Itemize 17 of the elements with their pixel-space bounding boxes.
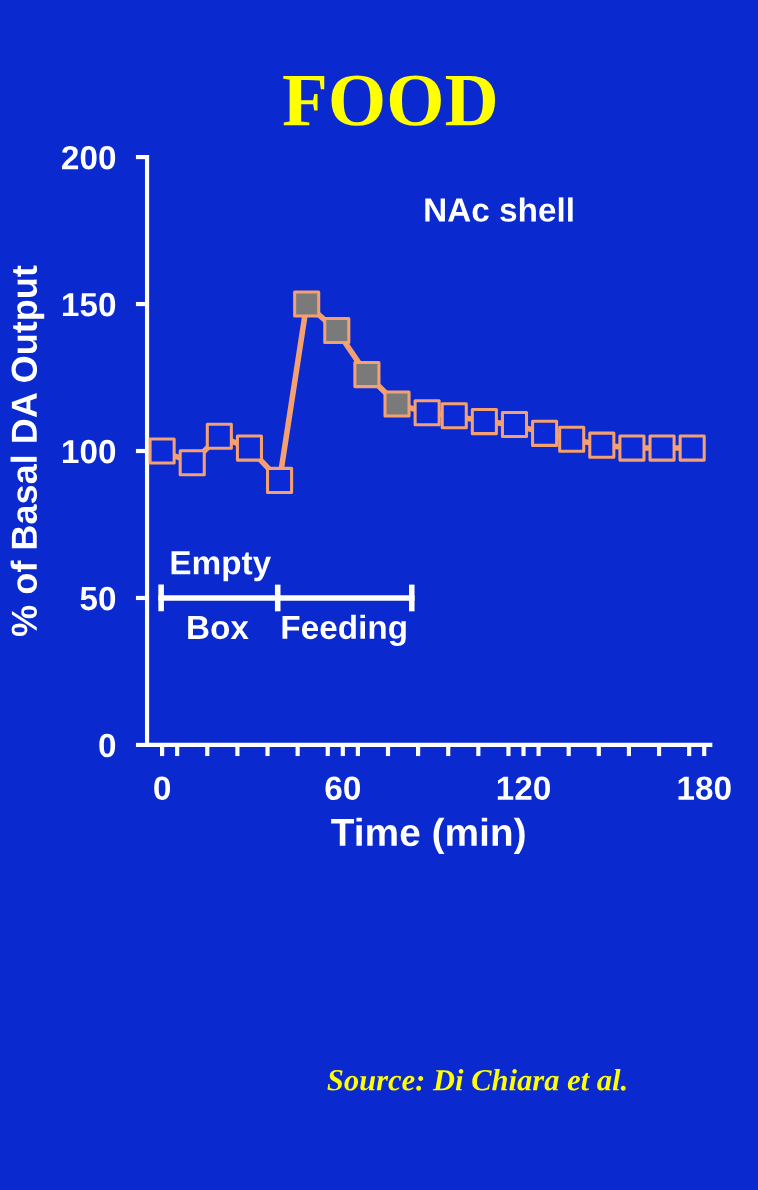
x-tick-label: 60 — [325, 776, 360, 800]
y-tick-label: 150 — [62, 292, 116, 317]
x-tick-label: 0 — [154, 776, 171, 800]
y-tick-label: 200 — [62, 145, 116, 170]
y-tick-label: 50 — [80, 586, 116, 611]
y-tick-label: 100 — [62, 439, 116, 464]
annotation: Empty — [171, 551, 272, 582]
x-tick-label: 180 — [678, 776, 731, 800]
y-tick-label: 0 — [99, 733, 116, 758]
annotation: NAc shell — [425, 197, 573, 222]
y-axis-title: % of Basal DA Output — [10, 265, 45, 636]
chart-title: FOOD — [283, 75, 496, 126]
annotation: Box — [188, 615, 249, 640]
x-tick-label: 120 — [497, 776, 550, 800]
x-axis-title: Time (min) — [331, 817, 525, 854]
annotation: Feeding — [282, 614, 406, 646]
source-note: Source: Di Chiara et al. — [327, 1069, 626, 1091]
